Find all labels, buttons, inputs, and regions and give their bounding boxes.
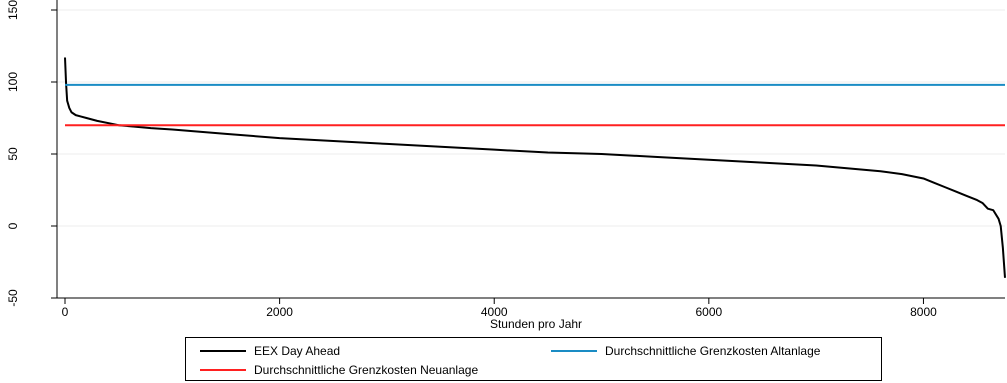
x-tick-label-3: 6000 <box>695 305 722 319</box>
legend-item-altanlage: Durchschnittliche Grenzkosten Altanlage <box>551 342 820 360</box>
grid-lines <box>57 9 1005 299</box>
y-tick-label-3: 100 <box>6 72 20 92</box>
legend-swatch-altanlage <box>551 350 597 352</box>
legend-swatch-eex <box>200 350 246 352</box>
x-tick-label-2: 4000 <box>481 305 508 319</box>
x-tick-label-0: 0 <box>62 305 69 319</box>
chart-legend: EEX Day Ahead Durchschnittliche Grenzkos… <box>185 337 882 381</box>
y-tick-label-2: 50 <box>6 147 20 161</box>
legend-item-neuanlage: Durchschnittliche Grenzkosten Neuanlage <box>200 361 478 379</box>
x-axis-label: Stunden pro Jahr <box>490 317 582 331</box>
legend-label-neuanlage: Durchschnittliche Grenzkosten Neuanlage <box>254 363 479 377</box>
axes: -50 0 50 100 150 0 2000 4000 6000 8000 <box>6 0 1005 319</box>
series-lines <box>64 57 1006 278</box>
y-tick-label-4: 150 <box>6 0 20 20</box>
x-tick-label-4: 8000 <box>910 305 937 319</box>
x-tick-label-1: 2000 <box>266 305 293 319</box>
y-tick-label-1: 0 <box>6 222 20 229</box>
legend-label-altanlage: Durchschnittliche Grenzkosten Altanlage <box>605 344 821 358</box>
series-line-0 <box>64 57 1006 278</box>
legend-label-eex: EEX Day Ahead <box>254 344 341 358</box>
y-tick-label-0: -50 <box>6 289 20 307</box>
legend-item-eex-day-ahead: EEX Day Ahead <box>200 342 340 360</box>
legend-swatch-neuanlage <box>200 369 246 371</box>
